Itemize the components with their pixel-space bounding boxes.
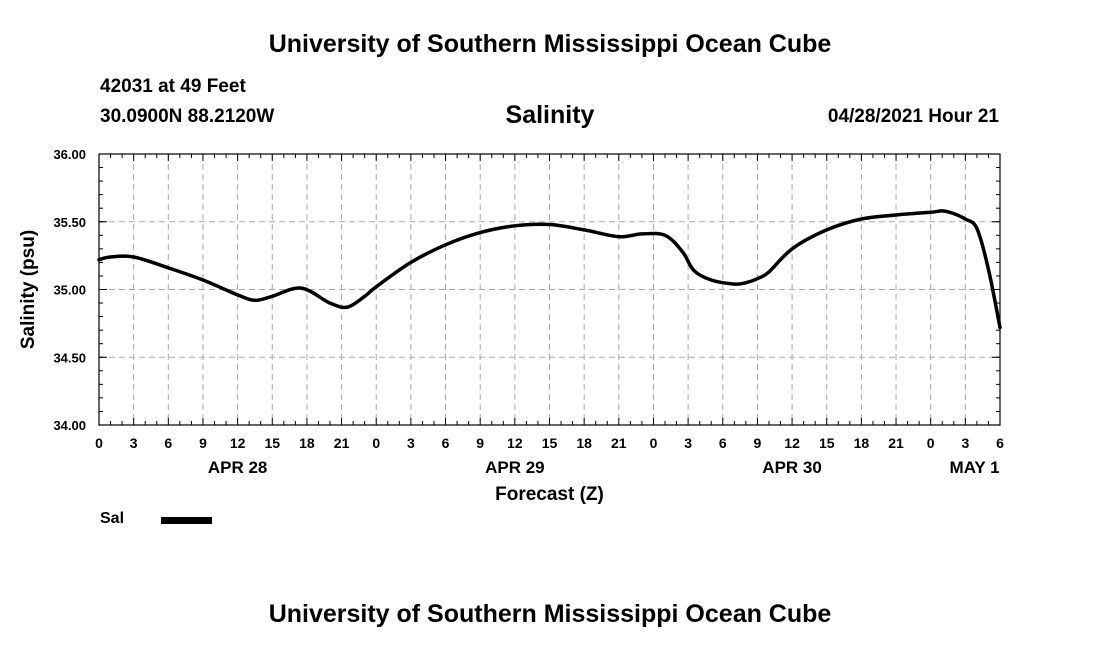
x-tick-label: 15 [819,435,835,451]
x-tick-label: 3 [130,435,138,451]
axis-labels: 34.00 34.50 35.00 35.50 36.00 0 3 6 9 12 15 18 21 0 3 6… [18,147,1004,505]
y-tick-label: 35.50 [53,215,86,230]
plot-frame [98,153,1001,426]
x-tick-label: 9 [476,435,484,451]
legend-label: Sal [100,510,125,527]
x-tick-label: 6 [442,435,450,451]
x-tick-label: 6 [719,435,727,451]
grid-lines [99,154,1000,425]
x-tick-label: 9 [754,435,762,451]
x-tick-label: 6 [996,435,1004,451]
y-tick-label: 34.00 [53,418,86,433]
x-tick-label: 12 [784,435,800,451]
station-label: 42031 at 49 Feet [100,76,246,97]
x-axis-title: Forecast (Z) [495,484,604,505]
x-tick-label: 12 [230,435,246,451]
footer-title: University of Southern Mississippi Ocean… [268,600,832,628]
x-tick-label: 6 [164,435,172,451]
date-label: APR 28 [208,458,268,477]
x-tick-label: 21 [611,435,627,451]
x-tick-label: 9 [199,435,207,451]
y-axis-title: Salinity (psu) [18,230,39,349]
coordinates-label: 30.0900N 88.2120W [100,106,275,127]
y-tick-label: 36.00 [53,147,86,162]
date-label: MAY 1 [950,458,1000,477]
legend-swatch [161,517,212,524]
y-tick-label: 35.00 [53,283,86,298]
x-tick-label: 12 [507,435,523,451]
date-label: APR 30 [762,458,822,477]
x-tick-label: 21 [888,435,904,451]
x-tick-label: 15 [264,435,280,451]
x-tick-label: 0 [372,435,380,451]
x-tick-label: 18 [299,435,315,451]
date-label: APR 29 [485,458,545,477]
x-tick-label: 3 [684,435,692,451]
x-tick-label: 18 [576,435,592,451]
x-tick-label: 21 [334,435,350,451]
forecast-datetime: 04/28/2021 Hour 21 [827,106,999,127]
page-title: University of Southern Mississippi Ocean… [268,30,832,58]
x-tick-label: 0 [927,435,935,451]
x-tick-label: 18 [854,435,870,451]
x-tick-label: 0 [95,435,103,451]
chart-title: Salinity [505,101,595,129]
x-tick-label: 3 [407,435,415,451]
x-tick-label: 0 [650,435,658,451]
x-tick-label: 15 [542,435,558,451]
y-tick-label: 34.50 [53,350,86,365]
salinity-series-line [97,209,1002,330]
x-tick-label: 3 [961,435,969,451]
